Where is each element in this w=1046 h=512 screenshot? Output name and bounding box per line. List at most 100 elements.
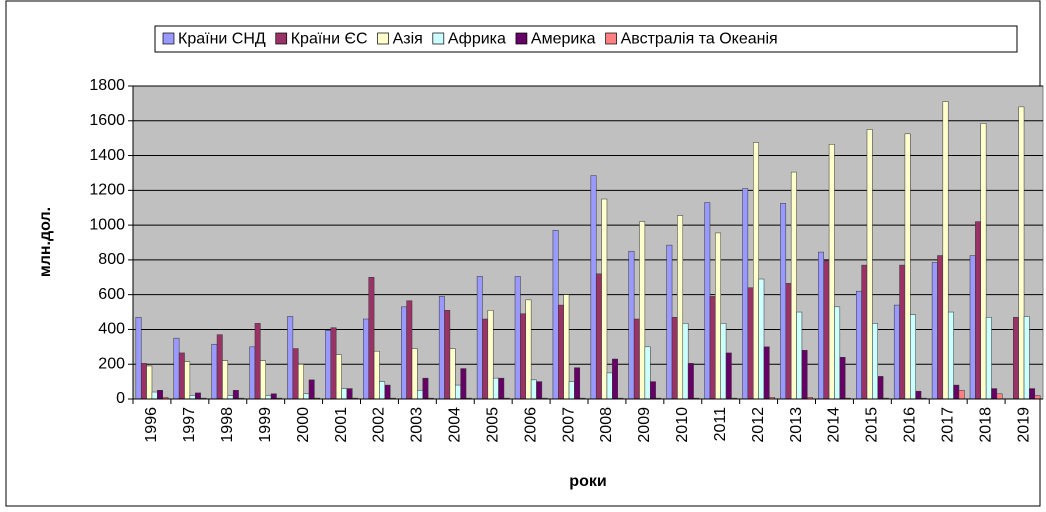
bar bbox=[325, 330, 332, 400]
bar bbox=[856, 290, 862, 400]
legend-label: Африка bbox=[448, 31, 506, 48]
bar bbox=[704, 202, 711, 400]
bar bbox=[687, 363, 694, 400]
x-tick-label: 2010 bbox=[674, 407, 691, 443]
bar bbox=[260, 360, 266, 400]
bar bbox=[265, 395, 272, 400]
x-tick-label: 2016 bbox=[902, 407, 919, 443]
bar bbox=[606, 372, 613, 400]
bar bbox=[785, 283, 792, 400]
bar bbox=[552, 230, 559, 400]
bar bbox=[715, 232, 721, 400]
bar bbox=[758, 278, 765, 400]
x-tick-label: 2017 bbox=[939, 407, 956, 443]
bar bbox=[877, 376, 884, 400]
bar bbox=[563, 294, 570, 400]
legend-label: Азія bbox=[393, 31, 423, 48]
bar bbox=[595, 273, 602, 400]
x-tick-label: 2001 bbox=[333, 407, 350, 443]
bar bbox=[709, 296, 716, 400]
x-tick-label: 2002 bbox=[371, 407, 388, 443]
bar bbox=[612, 358, 618, 400]
legend-box bbox=[154, 25, 1018, 53]
bar bbox=[178, 352, 185, 400]
bar bbox=[996, 393, 1003, 400]
x-tick-label: 2013 bbox=[788, 407, 805, 443]
bar bbox=[904, 133, 911, 400]
bar bbox=[363, 318, 369, 400]
bar bbox=[379, 381, 386, 400]
bar bbox=[417, 390, 423, 400]
bar bbox=[151, 391, 158, 400]
y-tick-label: 1000 bbox=[89, 216, 125, 233]
bar bbox=[953, 384, 960, 400]
bar bbox=[401, 306, 407, 400]
bar bbox=[292, 348, 299, 400]
bar bbox=[899, 264, 906, 400]
bar bbox=[790, 171, 797, 400]
bar bbox=[558, 304, 564, 400]
bar bbox=[1029, 388, 1036, 400]
x-tick-label: 2015 bbox=[864, 407, 881, 443]
bar bbox=[801, 350, 808, 400]
x-tick-label: 2019 bbox=[1015, 407, 1032, 443]
bar bbox=[671, 317, 678, 400]
legend-label: Америка bbox=[531, 31, 596, 48]
bar bbox=[194, 392, 201, 400]
bar bbox=[763, 346, 770, 400]
bar bbox=[346, 388, 353, 400]
x-tick-label: 2011 bbox=[712, 407, 729, 442]
bar bbox=[140, 363, 147, 400]
legend-label: Країни СНД bbox=[178, 31, 266, 48]
bar bbox=[330, 327, 337, 400]
bar bbox=[498, 377, 505, 400]
y-tick-label: 1800 bbox=[89, 77, 125, 94]
bar bbox=[980, 123, 987, 400]
x-tick-label: 2012 bbox=[750, 407, 767, 443]
bar bbox=[828, 144, 835, 400]
bar bbox=[633, 318, 640, 400]
bar bbox=[406, 300, 413, 400]
bar bbox=[173, 337, 180, 400]
bar bbox=[422, 377, 429, 400]
x-axis-label: роки bbox=[569, 473, 606, 490]
bar bbox=[222, 360, 229, 400]
bar bbox=[520, 313, 527, 400]
bar bbox=[942, 101, 949, 400]
bar bbox=[525, 299, 532, 400]
x-tick-label: 1999 bbox=[257, 407, 274, 443]
bar bbox=[958, 390, 965, 400]
y-tick-label: 1400 bbox=[89, 147, 125, 164]
bar bbox=[1034, 395, 1041, 400]
bar bbox=[232, 390, 239, 400]
legend-swatch bbox=[432, 32, 445, 45]
bar bbox=[742, 188, 749, 400]
x-tick-label: 2004 bbox=[447, 407, 464, 443]
x-tick-label: 1997 bbox=[181, 407, 198, 443]
bar bbox=[227, 395, 234, 400]
bar bbox=[590, 175, 597, 400]
bar bbox=[644, 346, 651, 400]
plot-area bbox=[132, 85, 1044, 400]
bar bbox=[189, 395, 196, 400]
bar bbox=[444, 310, 451, 400]
bar bbox=[308, 379, 315, 400]
bar bbox=[449, 348, 456, 400]
bar bbox=[216, 334, 223, 400]
legend-swatch bbox=[605, 32, 617, 45]
y-tick-label: 0 bbox=[116, 390, 125, 407]
bar bbox=[487, 310, 494, 400]
bar bbox=[677, 215, 684, 400]
bar bbox=[184, 361, 191, 400]
bar bbox=[438, 296, 445, 400]
bar bbox=[991, 388, 998, 400]
bar bbox=[747, 287, 754, 400]
bar bbox=[1013, 317, 1019, 400]
bar bbox=[937, 255, 944, 400]
y-tick-label: 400 bbox=[98, 321, 125, 338]
x-tick-label: 2007 bbox=[560, 407, 577, 443]
bar bbox=[574, 367, 581, 400]
legend-swatch bbox=[515, 32, 528, 45]
bar bbox=[1023, 316, 1030, 400]
